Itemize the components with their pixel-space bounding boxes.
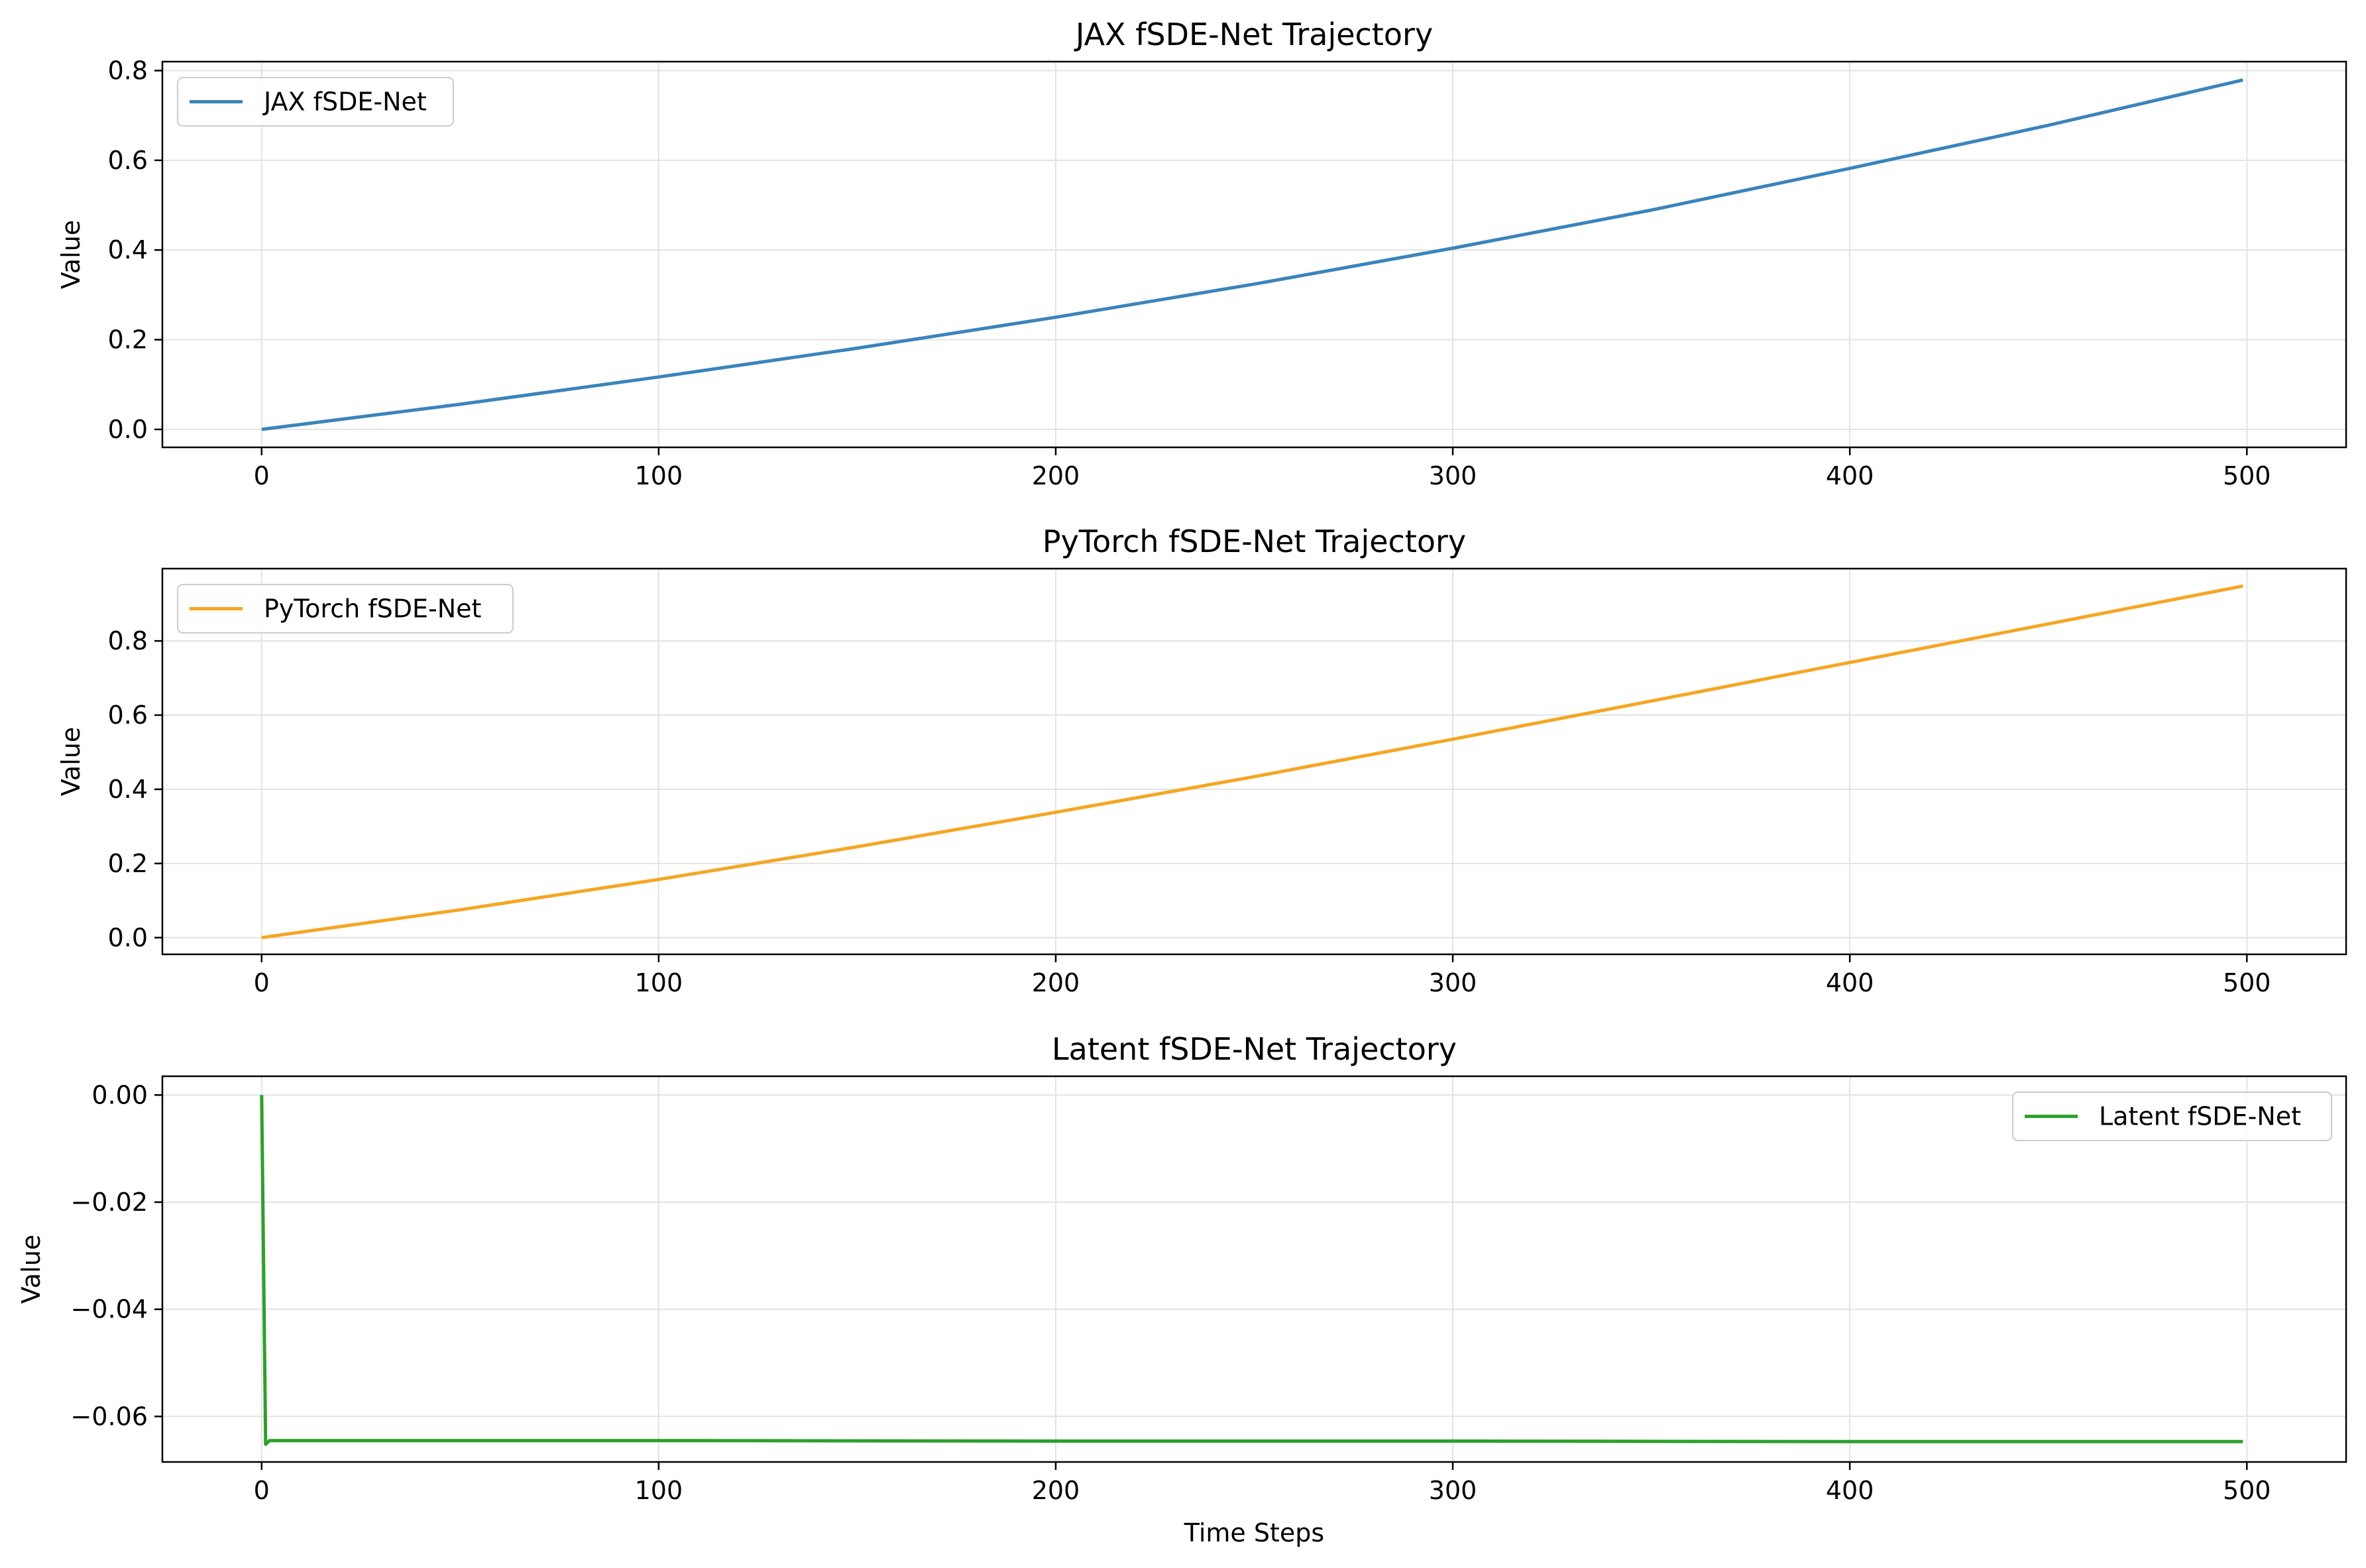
legend-label: Latent fSDE-Net bbox=[2099, 1102, 2301, 1131]
y-axis-label: Value bbox=[17, 1235, 46, 1304]
x-tick-label: 500 bbox=[2223, 461, 2271, 490]
x-tick-label: 100 bbox=[635, 461, 683, 490]
axes-frame bbox=[161, 60, 2347, 449]
y-tick-label: −0.02 bbox=[71, 1188, 148, 1217]
x-tick-label: 100 bbox=[635, 968, 683, 997]
axes-frame bbox=[161, 567, 2347, 956]
x-tick-label: 100 bbox=[635, 1476, 683, 1505]
y-tick-label: 0.4 bbox=[108, 775, 148, 804]
x-tick-label: 300 bbox=[1429, 1476, 1477, 1505]
x-tick-label: 200 bbox=[1032, 461, 1080, 490]
legend-label: JAX fSDE-Net bbox=[262, 87, 427, 117]
y-tick-label: 0.8 bbox=[108, 56, 148, 85]
x-tick-label: 0 bbox=[254, 461, 270, 490]
chart-3: 0 100 200 300 400 500 0.00 −0.02 −0.04 −0.06 Laten… bbox=[17, 1031, 2347, 1547]
y-tick-label: 0.0 bbox=[108, 923, 148, 952]
charts-root: 0 100 200 300 400 500 0.0 0.2 0.4 0.6 0.8 JAX fSDE-… bbox=[17, 17, 2347, 1547]
y-tick-label: 0.8 bbox=[108, 626, 148, 655]
chart-title: PyTorch fSDE-Net Trajectory bbox=[1042, 524, 1466, 559]
series-line-pytorch-fsde-net bbox=[261, 584, 2243, 940]
x-tick-label: 200 bbox=[1032, 1476, 1080, 1505]
x-tick-label: 400 bbox=[1826, 968, 1874, 997]
axes-frame bbox=[161, 1075, 2347, 1463]
y-tick-label: 0.2 bbox=[108, 325, 148, 355]
legend-label: PyTorch fSDE-Net bbox=[264, 594, 481, 624]
legend: JAX fSDE-Net bbox=[177, 77, 454, 127]
chart-2: 0 100 200 300 400 500 0.0 0.2 0.4 0.6 0.8 PyTorch f… bbox=[56, 524, 2347, 997]
x-tick-label: 0 bbox=[254, 1476, 270, 1505]
y-tick-label: 0.00 bbox=[91, 1080, 148, 1109]
x-axis-label: Time Steps bbox=[1184, 1518, 1324, 1547]
x-tick-label: 400 bbox=[1826, 1476, 1874, 1505]
y-tick-label: −0.06 bbox=[71, 1402, 148, 1431]
y-tick-label: 0.6 bbox=[108, 146, 148, 175]
y-axis-label: Value bbox=[56, 727, 85, 796]
chart-title: Latent fSDE-Net Trajectory bbox=[1052, 1031, 1457, 1067]
y-tick-label: −0.04 bbox=[71, 1295, 148, 1324]
chart-title: JAX fSDE-Net Trajectory bbox=[1074, 17, 1433, 52]
legend-box bbox=[177, 77, 454, 127]
x-tick-label: 200 bbox=[1032, 968, 1080, 997]
legend-box bbox=[177, 584, 514, 634]
legend: PyTorch fSDE-Net bbox=[177, 584, 514, 634]
y-tick-label: 0.6 bbox=[108, 700, 148, 730]
y-tick-label: 0.4 bbox=[108, 235, 148, 264]
y-tick-label: 0.2 bbox=[108, 849, 148, 878]
x-tick-label: 300 bbox=[1429, 461, 1477, 490]
x-tick-label: 500 bbox=[2223, 968, 2271, 997]
series-line-latent-fsde-net bbox=[260, 1095, 2243, 1446]
legend-box bbox=[2012, 1092, 2332, 1141]
x-tick-label: 0 bbox=[254, 968, 270, 997]
y-axis-label: Value bbox=[56, 220, 85, 289]
x-tick-label: 400 bbox=[1826, 461, 1874, 490]
series-line-jax-fsde-net bbox=[261, 78, 2243, 431]
legend: Latent fSDE-Net bbox=[2012, 1092, 2332, 1141]
chart-1: 0 100 200 300 400 500 0.0 0.2 0.4 0.6 0.8 JAX fSDE-… bbox=[56, 17, 2347, 490]
y-tick-label: 0.0 bbox=[108, 415, 148, 444]
x-tick-label: 300 bbox=[1429, 968, 1477, 997]
x-tick-label: 500 bbox=[2223, 1476, 2271, 1505]
